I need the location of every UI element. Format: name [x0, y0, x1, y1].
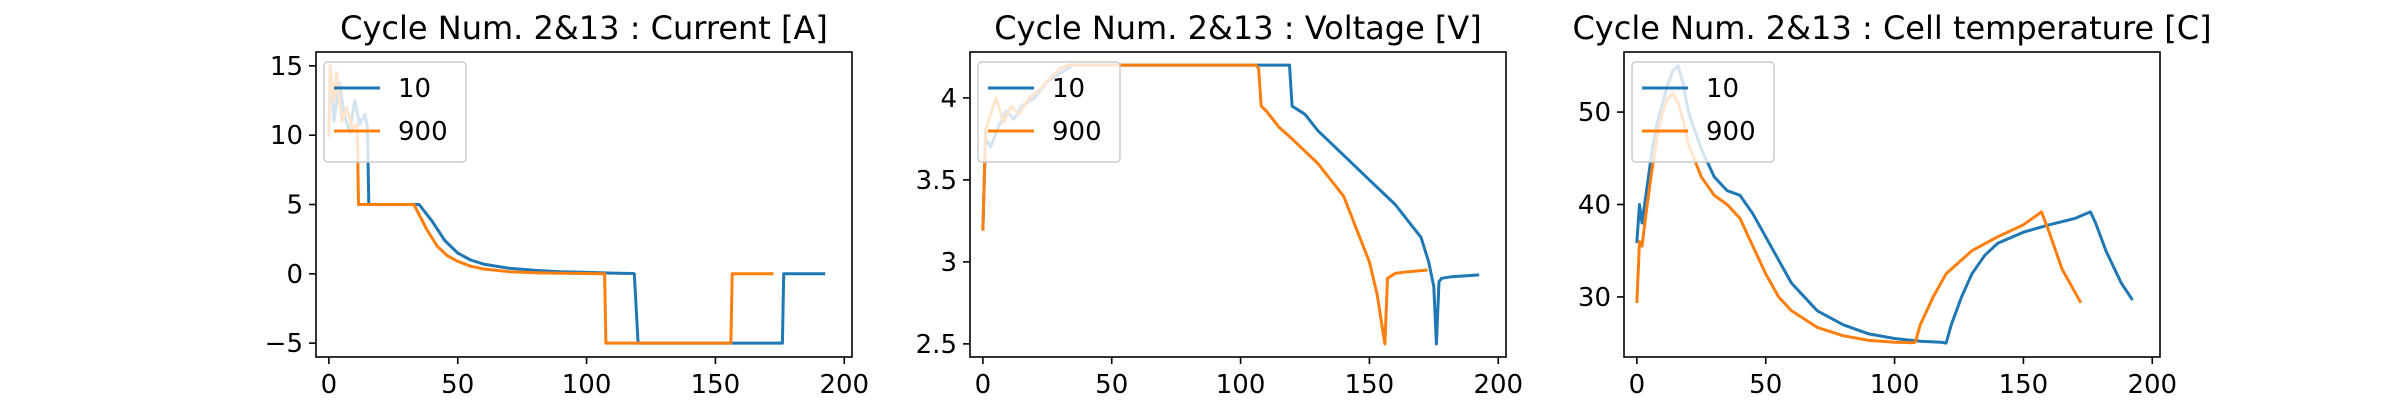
x-tick-label: 150: [1345, 370, 1395, 400]
legend-box: [1631, 61, 1775, 163]
x-tick-label: 50: [1095, 370, 1128, 400]
x-tick-label: 150: [691, 370, 741, 400]
legend-label-900: 900: [1706, 117, 1756, 147]
legend-box: [323, 61, 467, 163]
y-tick-label: 10: [270, 121, 303, 151]
x-tick-label: 50: [441, 370, 474, 400]
x-tick-label: 0: [975, 370, 992, 400]
legend-label-10: 10: [1052, 74, 1085, 104]
y-tick-label: 50: [1578, 98, 1611, 128]
legend-label-900: 900: [398, 117, 448, 147]
chart-panel-2: 0 50 100 150 200 2.5 3 3.5 4 Cycle Num. 2&13 : Vo…: [916, 9, 1523, 400]
y-tick-label: 0: [286, 260, 303, 290]
x-tick-label: 100: [1216, 370, 1266, 400]
y-tick-label: 3.5: [916, 166, 957, 196]
y-tick-label: 30: [1578, 283, 1611, 313]
x-tick-label: 200: [819, 370, 869, 400]
chart-panel-1: 0 50 100 150 200 −5 0 5 10 15 Cycle Num. 2&13 : Cu…: [265, 9, 869, 400]
legend-label-10: 10: [398, 74, 431, 104]
y-tick-label: 4: [940, 84, 957, 114]
chart-title: Cycle Num. 2&13 : Voltage [V]: [994, 9, 1482, 47]
y-tick-label: 2.5: [916, 330, 957, 360]
y-tick-label: 15: [270, 52, 303, 82]
legend-box: [977, 61, 1121, 163]
x-tick-label: 150: [1999, 370, 2049, 400]
y-tick-label: 40: [1578, 191, 1611, 221]
y-tick-label: 5: [286, 191, 303, 221]
x-tick-label: 0: [1629, 370, 1646, 400]
legend-label-900: 900: [1052, 117, 1102, 147]
y-tick-label: −5: [265, 329, 303, 359]
x-tick-label: 100: [1870, 370, 1920, 400]
legend-label-10: 10: [1706, 74, 1739, 104]
x-tick-label: 200: [2127, 370, 2177, 400]
axes-frame: [969, 51, 1507, 358]
chart-panel-3: 0 50 100 150 200 30 40 50 Cycle Num. 2&13 : Cell…: [1572, 9, 2211, 400]
x-tick-label: 0: [321, 370, 338, 400]
x-tick-label: 50: [1749, 370, 1782, 400]
x-tick-label: 200: [1473, 370, 1523, 400]
x-tick-label: 100: [562, 370, 612, 400]
chart-title: Cycle Num. 2&13 : Current [A]: [340, 9, 828, 47]
y-tick-label: 3: [940, 248, 957, 278]
chart-title: Cycle Num. 2&13 : Cell temperature [C]: [1572, 9, 2211, 47]
